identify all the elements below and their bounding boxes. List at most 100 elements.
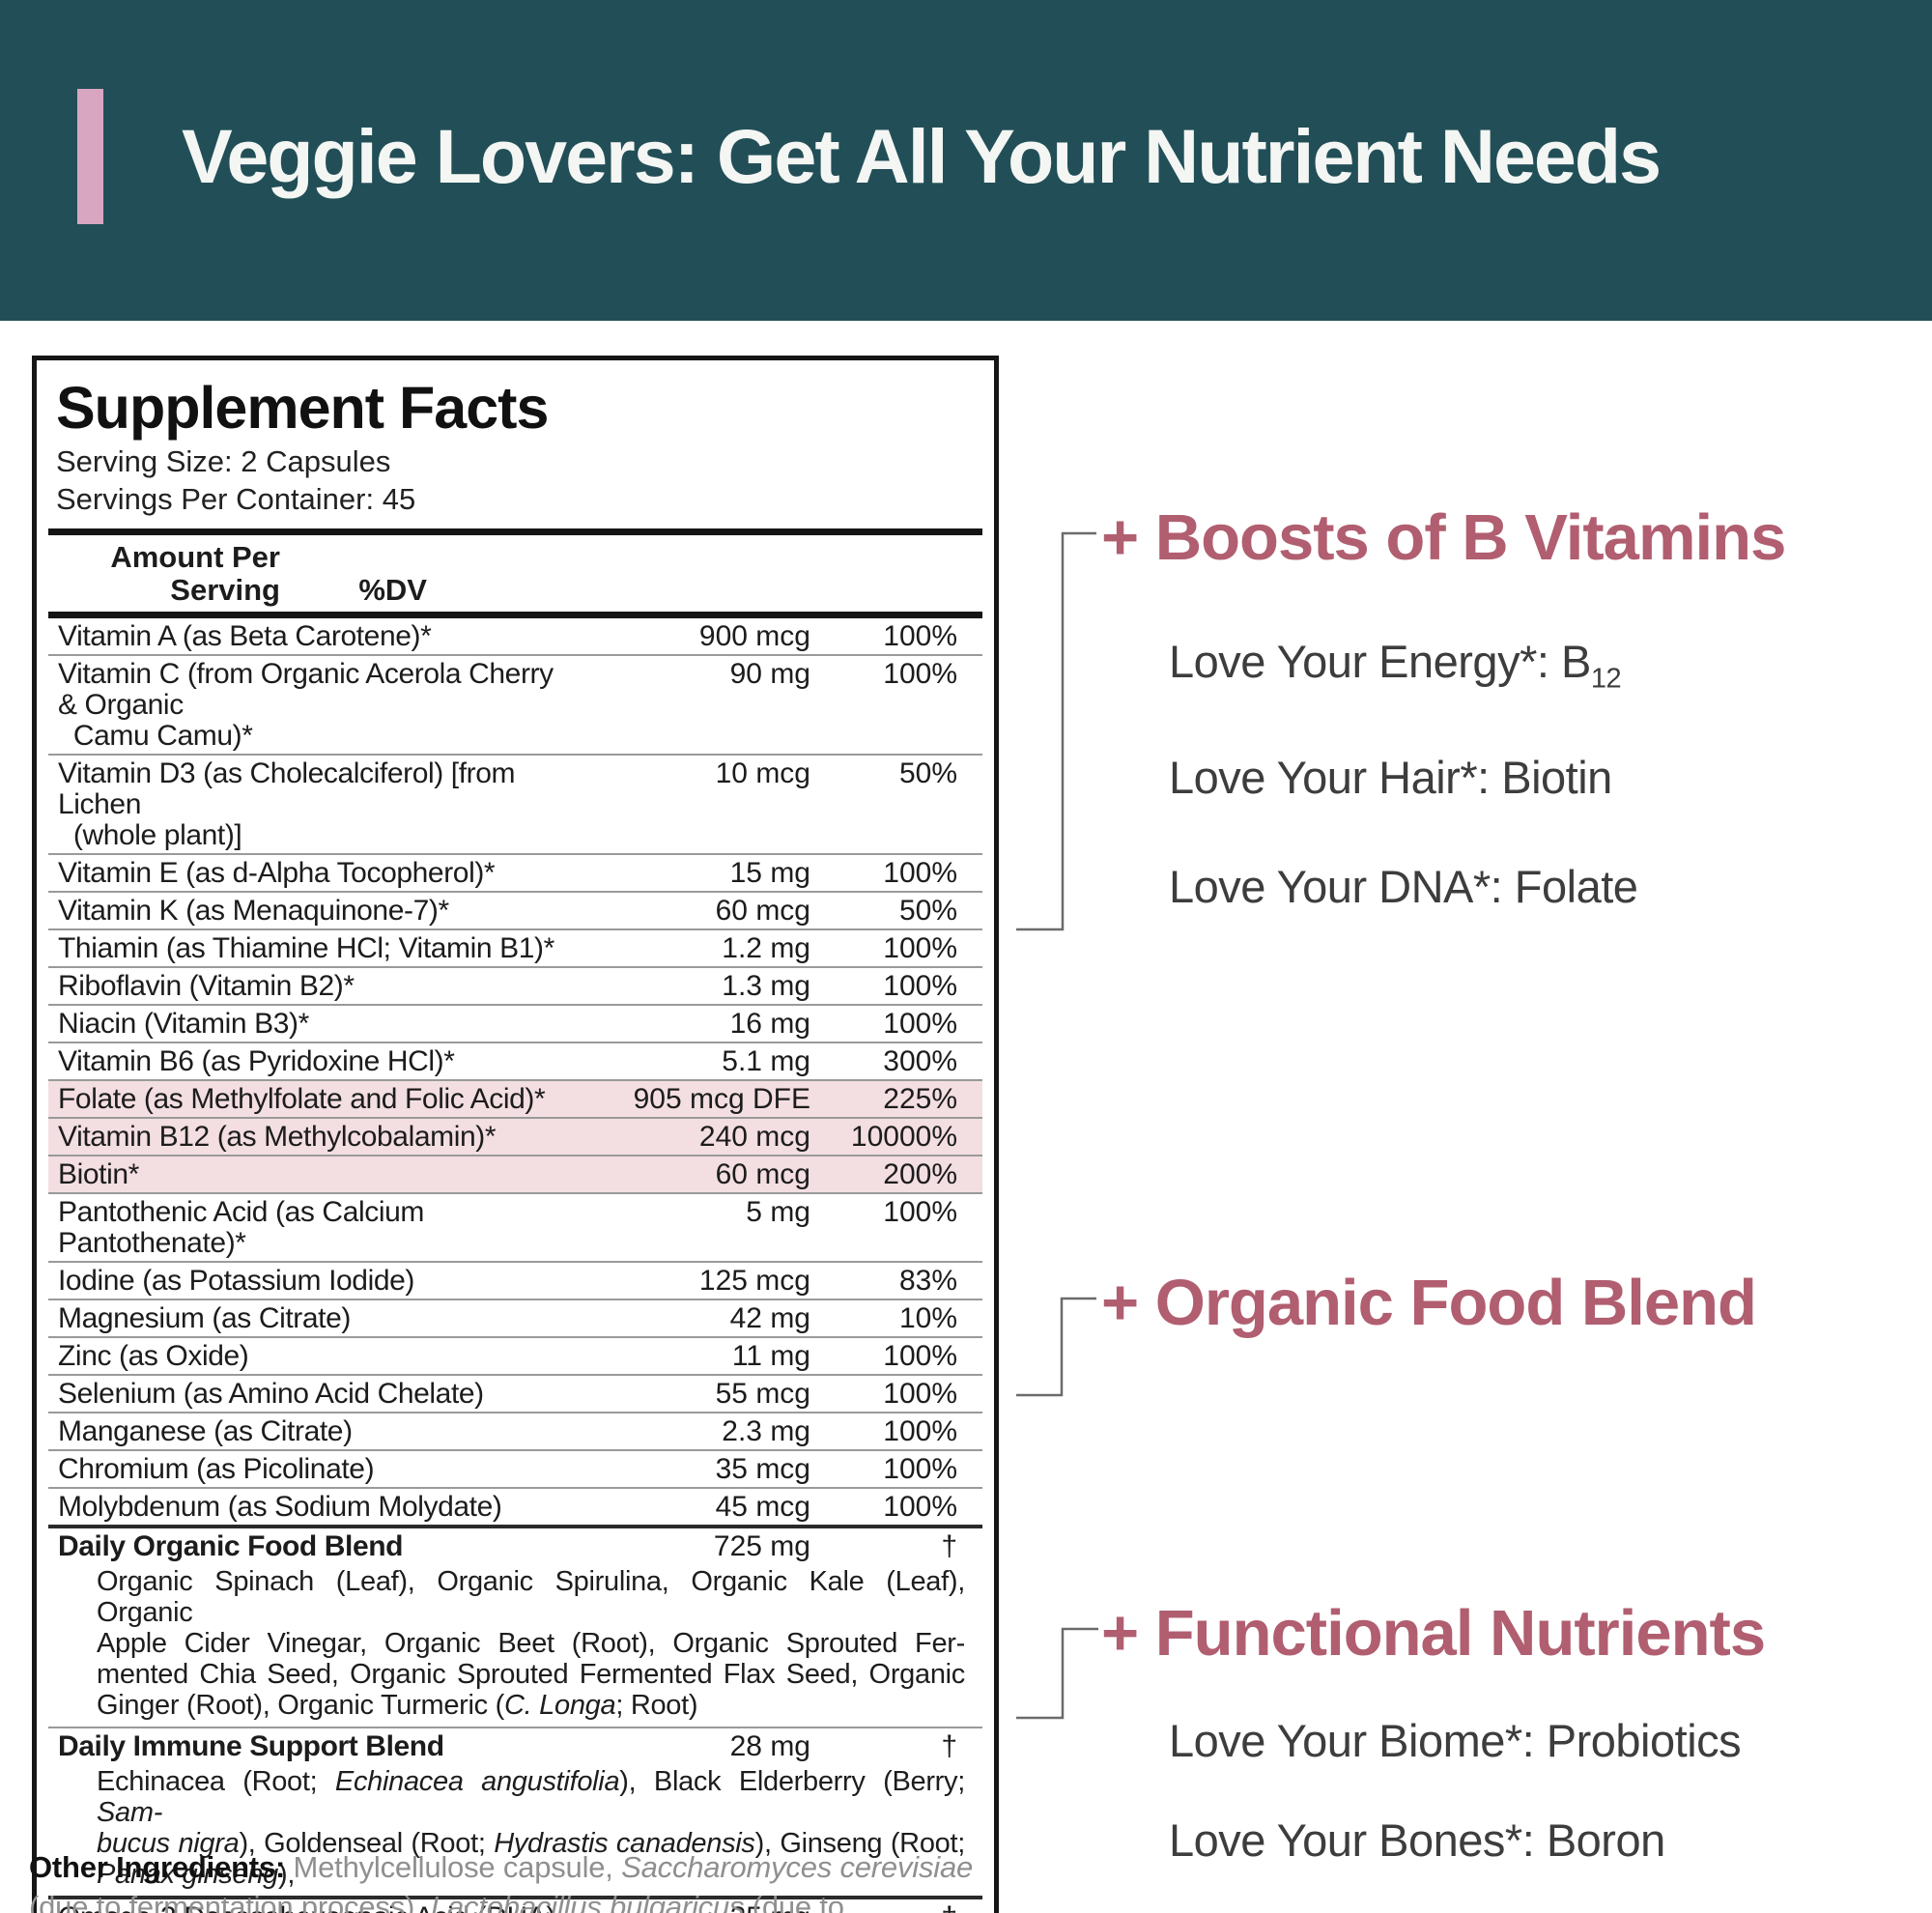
blend-ingredients-line: Organic Spinach (Leaf), Organic Spirulin… bbox=[97, 1566, 965, 1628]
callout: + Functional Nutrients Love Your Biome*: … bbox=[1101, 1596, 1766, 1913]
table-row: Iodine (as Potassium Iodide) 125 mcg 83% bbox=[48, 1261, 982, 1299]
nutrient-name: Vitamin D3 (as Cholecalciferol) [from Li… bbox=[58, 757, 516, 851]
amount-value: 1.3 mg bbox=[722, 970, 810, 1002]
amount-value: 35 mcg bbox=[715, 1453, 810, 1485]
table-row: Vitamin K (as Menaquinone-7)* 60 mcg 50% bbox=[48, 891, 982, 928]
nutrient-name: Daily Organic Food Blend bbox=[58, 1530, 404, 1562]
nutrient-name: Manganese (as Citrate) bbox=[58, 1415, 353, 1447]
nutrient-name: Vitamin A (as Beta Carotene)* bbox=[58, 620, 432, 652]
blend-ingredients-line: mented Chia Seed, Organic Sprouted Ferme… bbox=[97, 1659, 965, 1690]
table-row: Pantothenic Acid (as Calcium Pantothenat… bbox=[48, 1192, 982, 1261]
dv-value: 100% bbox=[883, 658, 957, 690]
dv-value: 300% bbox=[883, 1045, 957, 1077]
amount-value: 55 mcg bbox=[715, 1378, 810, 1410]
nutrient-name: Thiamin (as Thiamine HCl; Vitamin B1)* bbox=[58, 932, 554, 964]
table-row: Vitamin E (as d-Alpha Tocopherol)* 15 mg 1… bbox=[48, 853, 982, 891]
dv-value: † bbox=[941, 1730, 957, 1762]
table-row: Zinc (as Oxide) 11 mg 100% bbox=[48, 1336, 982, 1374]
table-row: Riboflavin (Vitamin B2)* 1.3 mg 100% bbox=[48, 966, 982, 1004]
dv-value: 200% bbox=[883, 1158, 957, 1190]
servings-per-container: Servings Per Container: 45 bbox=[56, 482, 416, 516]
table-row: Magnesium (as Citrate) 42 mg 10% bbox=[48, 1299, 982, 1336]
table-row: Daily Immune Support Blend 28 mg † bbox=[48, 1727, 982, 1764]
bracket-functional-nutrients bbox=[1016, 1627, 1098, 1720]
nutrient-name: Chromium (as Picolinate) bbox=[58, 1453, 375, 1485]
table-row: Thiamin (as Thiamine HCl; Vitamin B1)* 1.… bbox=[48, 928, 982, 966]
table-row: Vitamin D3 (as Cholecalciferol) [from Li… bbox=[48, 754, 982, 853]
nutrient-name: Omega-3 Docosahexaenoic Acid (DHA) [from… bbox=[48, 1902, 579, 1913]
nutrient-name: Biotin* bbox=[58, 1158, 139, 1190]
amount-value: 90 mg bbox=[729, 658, 810, 690]
callout-heading: + Functional Nutrients bbox=[1101, 1597, 1766, 1670]
table-column-header: Amount Per Serving %DV bbox=[48, 528, 982, 618]
nutrient-name: Molybdenum (as Sodium Molydate) bbox=[58, 1491, 502, 1523]
dv-value: 100% bbox=[883, 857, 957, 889]
nutrient-name: Riboflavin (Vitamin B2)* bbox=[58, 970, 355, 1002]
nutrient-rows: Vitamin A (as Beta Carotene)* 900 mcg 100%… bbox=[48, 618, 982, 1913]
dv-value: 100% bbox=[883, 1491, 957, 1523]
dv-value: 100% bbox=[883, 1378, 957, 1410]
callout-item: Love Your Bones*: Boron bbox=[1169, 1814, 1665, 1866]
top-banner: Veggie Lovers: Get All Your Nutrient Nee… bbox=[0, 0, 1932, 321]
amount-value: 905 mcg DFE bbox=[633, 1083, 810, 1115]
amount-value: 11 mg bbox=[731, 1340, 810, 1372]
blend-ingredients-line: bucus nigra), Goldenseal (Root; Hydrasti… bbox=[97, 1828, 965, 1859]
dv-value: 100% bbox=[883, 1453, 957, 1485]
dv-value: 100% bbox=[883, 1340, 957, 1372]
callout-item: Love Your Energy*: B12 bbox=[1169, 636, 1622, 695]
table-row: Chromium (as Picolinate) 35 mcg 100% bbox=[48, 1449, 982, 1487]
nutrient-name: Vitamin B6 (as Pyridoxine HCl)* bbox=[58, 1045, 455, 1077]
dv-value: 100% bbox=[883, 1008, 957, 1040]
bracket-b-vitamins bbox=[1016, 531, 1096, 931]
subscript: 12 bbox=[1590, 663, 1622, 695]
table-row: Biotin* 60 mcg 200% bbox=[48, 1155, 982, 1192]
amount-value: 45 mcg bbox=[715, 1491, 810, 1523]
column-amount-per-serving: Amount Per Serving bbox=[110, 540, 280, 607]
dv-value: 225% bbox=[883, 1083, 957, 1115]
table-row: Vitamin C (from Organic Acerola Cherry &… bbox=[48, 654, 982, 754]
nutrient-name: Vitamin B12 (as Methylcobalamin)* bbox=[58, 1121, 497, 1153]
amount-value: 15 mg bbox=[729, 857, 810, 889]
blend-ingredients: Echinacea (Root; Echinacea angustifolia)… bbox=[48, 1764, 982, 1896]
callout-item: Love Your Biome*: Probiotics bbox=[1169, 1715, 1742, 1766]
supplement-facts-panel: Supplement Facts Serving Size: 2 Capsule… bbox=[32, 356, 999, 1913]
amount-value: 125 mcg bbox=[698, 1265, 810, 1297]
dv-value: † bbox=[810, 1902, 982, 1913]
amount-value: 42 mg bbox=[729, 1302, 810, 1334]
table-row: Manganese (as Citrate) 2.3 mg 100% bbox=[48, 1412, 982, 1449]
callout-item: Love Your Hair*: Biotin bbox=[1169, 752, 1612, 804]
nutrient-name: Daily Immune Support Blend bbox=[58, 1730, 444, 1762]
other-ingredients-text: Methylcellulose capsule, Saccharomyces c… bbox=[29, 1850, 974, 1913]
dv-value: 10000% bbox=[850, 1121, 957, 1153]
nutrient-name: Vitamin K (as Menaquinone-7)* bbox=[58, 895, 449, 927]
table-row: Molybdenum (as Sodium Molydate) 45 mcg 100… bbox=[48, 1487, 982, 1525]
table-row: Vitamin B6 (as Pyridoxine HCl)* 5.1 mg 300… bbox=[48, 1042, 982, 1079]
blend-ingredients-line: Ginger (Root), Organic Turmeric (C. Long… bbox=[97, 1690, 698, 1721]
serving-size: Serving Size: 2 Capsules bbox=[56, 444, 391, 478]
amount-value: 2.3 mg bbox=[722, 1415, 810, 1447]
dv-value: 83% bbox=[898, 1265, 957, 1297]
blend-ingredients: Organic Spinach (Leaf), Organic Spirulin… bbox=[48, 1564, 982, 1727]
amount-value: 28 mg bbox=[729, 1730, 810, 1762]
dv-value: 100% bbox=[883, 970, 957, 1002]
table-row: Vitamin A (as Beta Carotene)* 900 mcg 100% bbox=[48, 618, 982, 654]
nutrient-name: Pantothenic Acid (as Calcium Pantothenat… bbox=[58, 1196, 424, 1259]
table-row: Daily Organic Food Blend 725 mg † bbox=[48, 1525, 982, 1564]
nutrient-name: Vitamin E (as d-Alpha Tocopherol)* bbox=[58, 857, 496, 889]
dv-value: 100% bbox=[883, 932, 957, 964]
nutrient-name: Niacin (Vitamin B3)* bbox=[58, 1008, 309, 1040]
supplement-facts-title: Supplement Facts bbox=[56, 375, 549, 441]
amount-value: 5.1 mg bbox=[722, 1045, 810, 1077]
dv-value: 100% bbox=[883, 620, 957, 652]
callout-item: Love Your DNA*: Folate bbox=[1169, 861, 1638, 913]
table-row: Omega-3 Docosahexaenoic Acid (DHA) [from… bbox=[48, 1896, 982, 1913]
amount-value: 5 mg bbox=[746, 1196, 810, 1228]
nutrient-name: Iodine (as Potassium Iodide) bbox=[58, 1265, 415, 1297]
table-row: Folate (as Methylfolate and Folic Acid)*… bbox=[48, 1079, 982, 1117]
amount-value: 16 mg bbox=[729, 1008, 810, 1040]
nutrient-name: Zinc (as Oxide) bbox=[58, 1340, 249, 1372]
callout: + Boosts of B Vitamins Love Your Energy*:… bbox=[1101, 500, 1786, 969]
page-title: Veggie Lovers: Get All Your Nutrient Nee… bbox=[182, 113, 1662, 199]
amount-value: 10 mcg bbox=[715, 757, 810, 789]
